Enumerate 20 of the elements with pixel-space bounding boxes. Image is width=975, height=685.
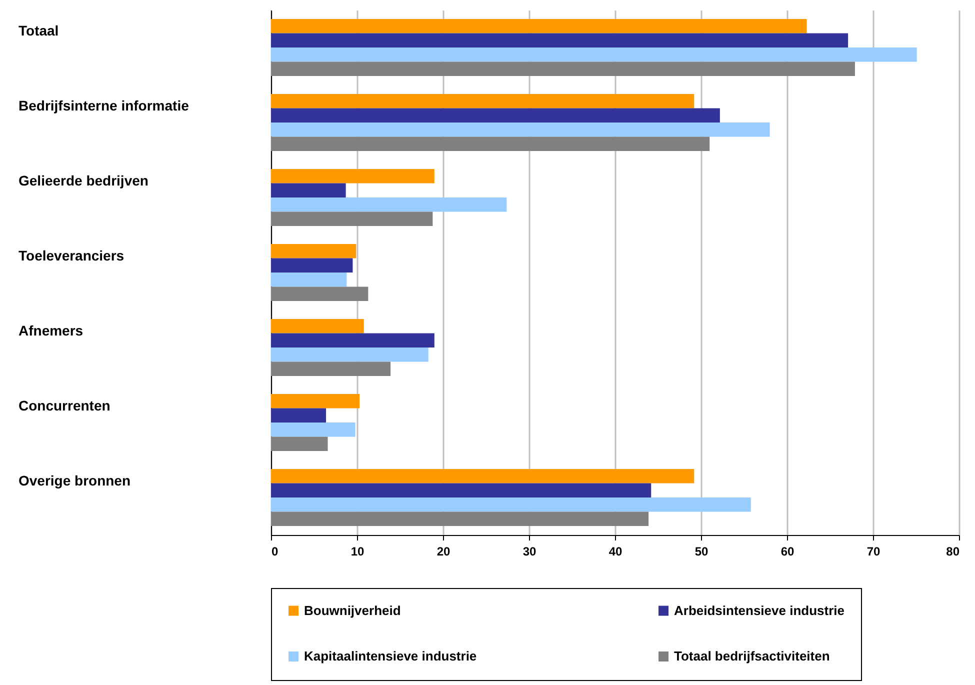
x-tick-label: 10 — [350, 544, 364, 558]
x-tick-label: 30 — [522, 544, 536, 558]
y-tick-label: Overige bronnen — [18, 472, 131, 488]
y-tick-label: Totaal — [18, 22, 59, 38]
y-tick-label: Toeleveranciers — [18, 248, 124, 264]
legend-label: Totaal bedrijfsactiviteiten — [674, 648, 830, 664]
y-tick-label: Gelieerde bedrijven — [18, 172, 148, 188]
y-tick-label: Afnemers — [18, 322, 84, 338]
legend-label: Kapitaalintensieve industrie — [304, 648, 477, 664]
x-tick-label: 0 — [272, 544, 278, 558]
legend-label: Arbeidsintensieve industrie — [674, 602, 844, 618]
y-tick-label: Concurrenten — [18, 398, 110, 414]
x-tick-label: 50 — [694, 544, 708, 558]
x-tick-label: 70 — [866, 544, 880, 558]
x-tick-label: 60 — [780, 544, 794, 558]
legend-label: Bouwnijverheid — [304, 602, 401, 618]
x-tick-label: 80 — [946, 544, 960, 558]
y-tick-label: Bedrijfsinterne informatie — [18, 98, 190, 114]
x-tick-label: 20 — [436, 544, 450, 558]
x-tick-label: 40 — [608, 544, 622, 558]
